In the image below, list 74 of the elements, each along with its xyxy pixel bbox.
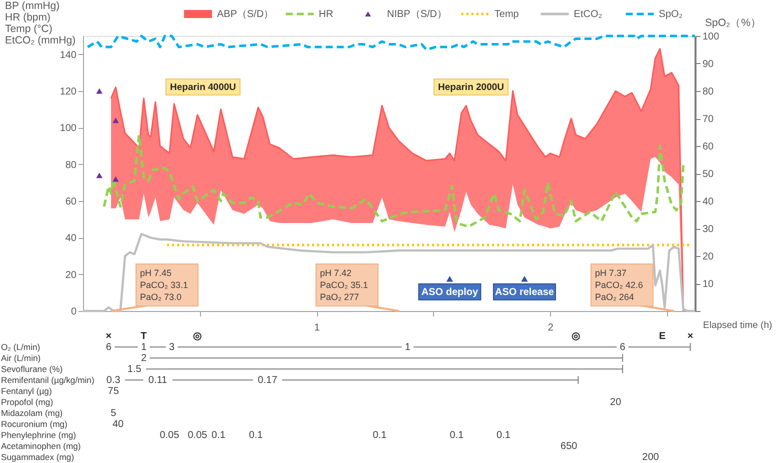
text: E [658, 331, 666, 342]
text: Air (L/min) [1, 353, 41, 363]
text: 0.05 [188, 430, 208, 441]
text: 6 [106, 342, 112, 353]
y2-tick-label: 30 [702, 224, 714, 235]
text: 0.1 [496, 430, 511, 441]
text: 0.1 [248, 430, 264, 441]
text: 1.5 [127, 364, 142, 375]
y-tick-label: 100 [60, 123, 77, 134]
text: 20 [610, 397, 622, 408]
y-axis-title: BP (mmHg) HR (bpm) Temp (°C) EtCO₂ (mmHg) [5, 0, 76, 46]
annotation: Heparin 2000U [438, 82, 504, 93]
text: Rocuronium (mg) [1, 419, 68, 429]
y2-tick-label: 100 [702, 32, 720, 42]
text: 40 [112, 419, 124, 430]
legend-label: SpO₂ [658, 9, 683, 20]
legend-label: EtCO₂ [574, 9, 602, 20]
text: Propofol (mg) [1, 397, 54, 407]
text: 0.1 [450, 430, 464, 441]
legend-label: NIBP（S/D） [387, 9, 448, 20]
text: Sevoflurane (%) [1, 364, 63, 374]
text: 1 [140, 342, 147, 353]
text: 5 [110, 408, 117, 419]
y-tick-label: 120 [60, 86, 77, 98]
text: 200 [642, 452, 660, 463]
x-axis-title: Elapsed time (h) [703, 320, 772, 331]
text: 0.1 [372, 430, 388, 441]
text: Acetaminophen (mg) [1, 441, 81, 451]
annotation: Heparin 4000U [170, 82, 236, 93]
text: 75 [108, 386, 120, 397]
y2-tick-label: 40 [702, 196, 714, 208]
text: T [140, 331, 147, 342]
y-tick-label: 60 [65, 196, 77, 208]
annotation: pH 7.37 PaCO₂ 42.6 PaO₂ 264 [595, 268, 644, 302]
text: 0.17 [258, 375, 278, 386]
text: 0.1 [212, 430, 226, 441]
y2-tick-label: 10 [702, 279, 714, 290]
annotation: pH 7.42 PaCO₂ 35.1 PaO₂ 277 [320, 268, 368, 302]
text: 2 [140, 353, 147, 364]
legend-label: Temp [494, 9, 520, 20]
text: × [687, 331, 694, 342]
text: 1 [404, 342, 411, 353]
y-tick-label: 20 [65, 270, 77, 281]
text: 0.3 [106, 375, 121, 386]
legend-label: ABP（S/D） [217, 9, 274, 20]
text: 0.11 [148, 375, 168, 386]
text: Midazolam (mg) [1, 408, 63, 418]
text: Fentanyl (µg) [1, 386, 52, 396]
legend-label: HR [318, 9, 334, 20]
y2-tick-label: 80 [702, 86, 714, 98]
text: 650 [560, 441, 578, 452]
y-tick-label: 40 [65, 233, 77, 244]
y-tick-label: 80 [65, 160, 77, 171]
annotation: pH 7.45 PaCO₂ 33.1 PaO₂ 73.0 [140, 268, 188, 302]
y2-tick-label: 90 [702, 59, 714, 70]
text: × [106, 331, 112, 342]
annotation: ASO release [495, 286, 554, 298]
y2-axis-title: SpO₂（%） [705, 17, 762, 29]
annotation: ASO deploy [421, 286, 478, 298]
text: 3 [168, 342, 175, 353]
y2-tick-label: 70 [702, 114, 714, 125]
y-tick-label: 0 [70, 306, 77, 318]
text: ◎ [571, 331, 580, 342]
text: Remifentanil (µg/kg/min) [1, 375, 94, 385]
text: 0.05 [160, 430, 180, 441]
text: O₂ (L/min) [1, 342, 40, 352]
text: Sugammadex (mg) [1, 452, 74, 462]
text: 6 [620, 342, 626, 353]
text: Phenylephrine (mg) [1, 430, 76, 440]
y2-tick-label: 50 [702, 169, 714, 180]
y2-tick-label: 60 [702, 142, 714, 152]
text: ◎ [192, 331, 202, 342]
y2-tick-label: 20 [702, 252, 714, 262]
y-tick-label: 140 [60, 50, 77, 61]
